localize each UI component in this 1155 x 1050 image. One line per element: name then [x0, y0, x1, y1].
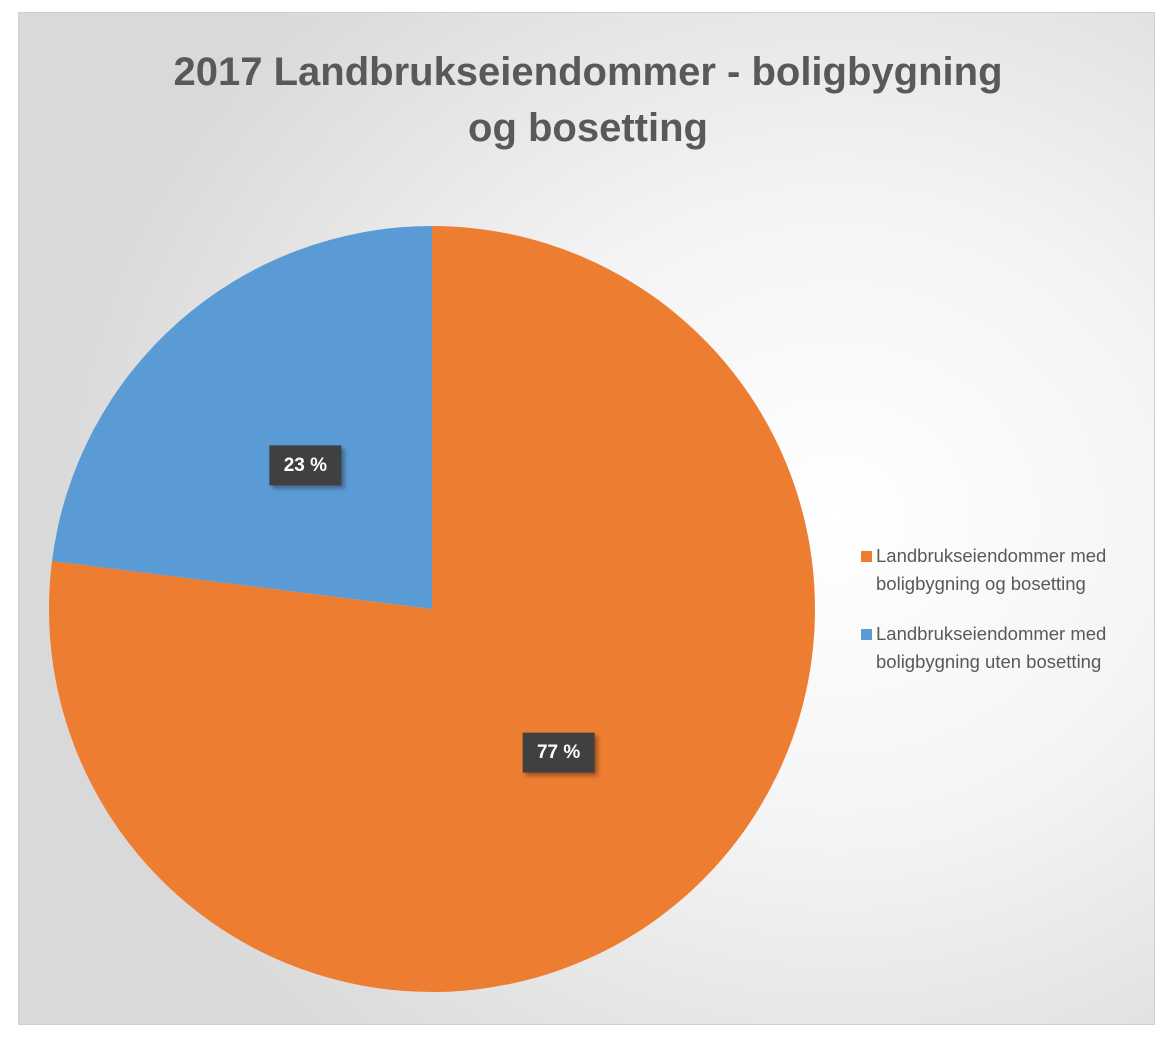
- legend-swatch: [861, 629, 872, 640]
- legend-label: Landbrukseiendommer med boligbygning og …: [876, 545, 1107, 594]
- legend-label: Landbrukseiendommer med boligbygning ute…: [876, 623, 1107, 672]
- pie-slice: [52, 226, 432, 609]
- legend-swatch: [861, 551, 872, 562]
- chart-title: 2017 Landbrukseiendommer - boligbygning …: [173, 50, 1003, 150]
- pie-slice: [48, 226, 815, 993]
- data-label-box: [522, 732, 595, 773]
- data-label-box: [269, 445, 342, 486]
- data-label: 77 %: [537, 742, 580, 763]
- data-label: 23 %: [284, 455, 327, 476]
